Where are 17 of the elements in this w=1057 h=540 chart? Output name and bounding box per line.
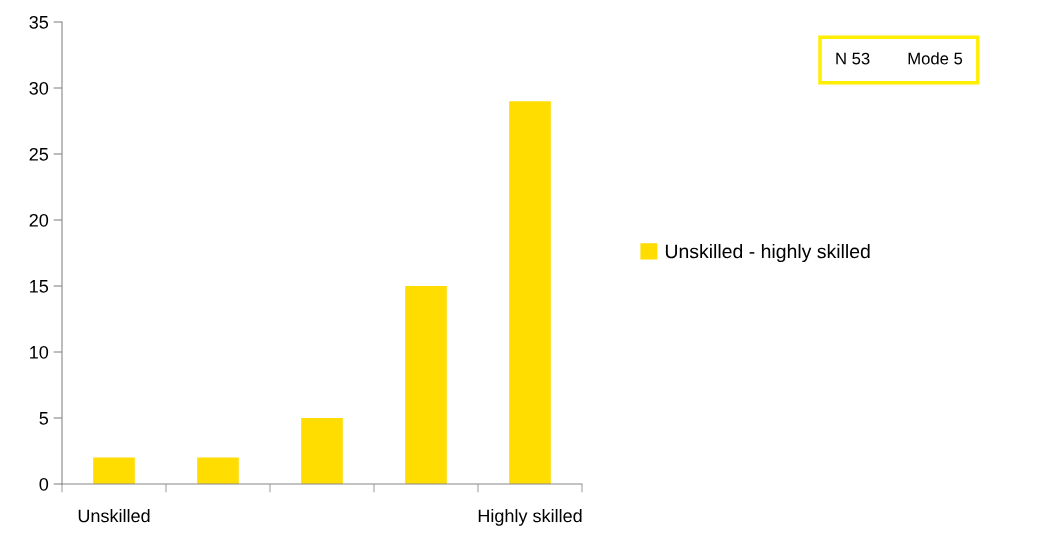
y-tick-label: 0	[39, 477, 49, 491]
text: N 53 Mode 5	[836, 52, 963, 65]
y-tick-label: 10	[30, 345, 49, 359]
y-tick-label: 15	[30, 280, 49, 293]
bar	[405, 286, 447, 484]
y-tick-label: 35	[29, 15, 49, 29]
legend-label: Unskilled - highly skilled	[665, 243, 870, 263]
y-tick-label: 5	[39, 412, 49, 425]
bar	[197, 457, 239, 484]
bar	[301, 418, 343, 484]
y-tick-label: 25	[29, 147, 49, 161]
y-tick-label: 30	[29, 81, 49, 95]
y-tick-label: 20	[29, 213, 49, 227]
bar	[93, 457, 135, 484]
x-tick-label: Highly skilled	[478, 509, 582, 526]
bar	[509, 101, 551, 484]
x-tick-label: Unskilled	[78, 509, 150, 523]
